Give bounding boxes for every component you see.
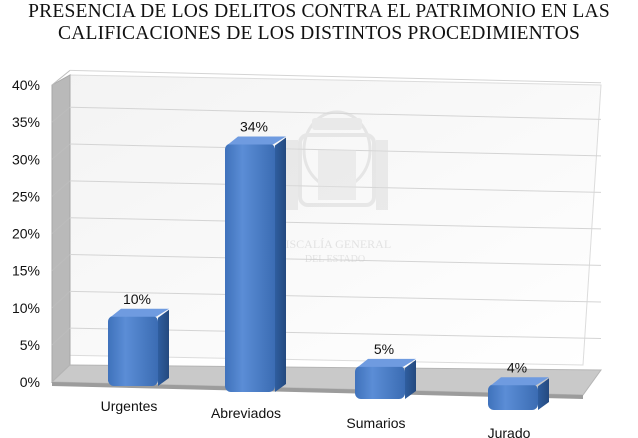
bar-side (275, 137, 286, 392)
category-label: Sumarios (346, 415, 405, 431)
data-label: 34% (240, 119, 268, 135)
gridline (69, 254, 602, 266)
watermark-line-1: FISCALÍA GENERAL (279, 237, 391, 251)
gridline-side (51, 290, 71, 309)
bar-front (108, 315, 158, 386)
bar-top (358, 358, 416, 367)
y-tick-label: 20% (12, 226, 40, 242)
gridline-side (51, 327, 71, 346)
y-tick-label: 0% (20, 374, 40, 390)
y-tick-label: 25% (12, 188, 40, 204)
y-tick-label: 15% (12, 263, 40, 279)
gridline-side (51, 254, 71, 271)
y-tick-label: 40% (12, 77, 40, 93)
y-tick-label: 5% (20, 337, 40, 353)
data-label: 10% (123, 291, 151, 307)
gridline (69, 290, 602, 303)
gridline-side (51, 143, 71, 160)
bar-side (158, 309, 169, 386)
y-tick-label: 30% (12, 151, 40, 167)
y-tick-label: 10% (12, 300, 40, 316)
gridline (69, 217, 602, 230)
category-labels: Urgentes Abreviados Sumarios Jurado (101, 398, 531, 438)
bar-front (355, 365, 405, 399)
bars (108, 136, 549, 410)
data-labels: 10% 34% 5% 4% (123, 119, 527, 376)
bar-front (225, 143, 275, 392)
watermark-seal: FISCALÍA GENERAL DEL ESTADO (279, 110, 391, 265)
bar-sumarios (355, 358, 416, 399)
bar-jurado (488, 377, 549, 410)
bar-urgentes (108, 308, 169, 386)
y-tick-label: 35% (12, 114, 40, 130)
gridline-side (51, 217, 71, 234)
bar-side (405, 359, 416, 399)
gridline-side (51, 106, 71, 123)
gridline (69, 69, 602, 84)
gridline (69, 143, 602, 157)
data-label: 5% (374, 341, 394, 357)
bar-top (228, 136, 286, 145)
category-label: Jurado (488, 425, 531, 438)
category-label: Urgentes (101, 398, 158, 414)
plot-area (50, 69, 602, 399)
gridline-side (51, 70, 71, 86)
chart-title-line-2: CALIFICACIONES DE LOS DISTINTOS PROCEDIM… (58, 23, 580, 44)
bar-top (111, 308, 169, 317)
bar-side (538, 378, 549, 410)
bar-top (491, 377, 549, 386)
bar-front (488, 384, 538, 410)
bar-abreviados (225, 136, 286, 392)
chart-title: PRESENCIA DE LOS DELITOS CONTRA EL PATRI… (28, 1, 610, 44)
data-label: 4% (507, 359, 527, 375)
chart-title-line-1: PRESENCIA DE LOS DELITOS CONTRA EL PATRI… (28, 1, 610, 22)
watermark-line-2: DEL ESTADO (305, 254, 365, 265)
category-label: Abreviados (211, 405, 281, 421)
floor-front-edge (52, 382, 583, 399)
gridline-side (51, 180, 71, 197)
y-axis-ticks: 0% 5% 10% 15% 20% 25% 30% 35% 40% (12, 77, 40, 390)
